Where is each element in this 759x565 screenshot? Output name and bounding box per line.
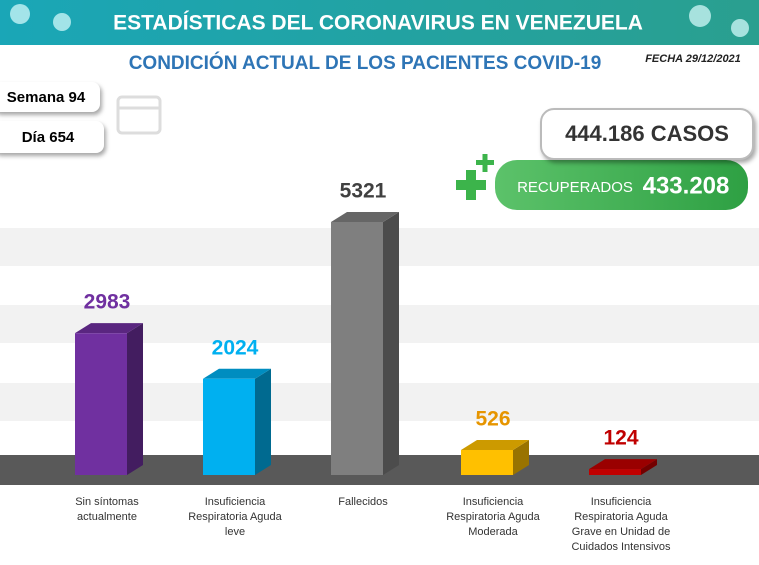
bar-top (589, 459, 657, 470)
bar (331, 222, 383, 475)
value-label: 5321 (340, 180, 387, 203)
subtitle: CONDICIÓN ACTUAL DE LOS PACIENTES COVID-… (129, 52, 602, 74)
bar-top (75, 323, 143, 334)
cases: 444.186 CASOS (565, 121, 729, 146)
value-label: 526 (475, 408, 510, 431)
bar (589, 469, 641, 475)
title: ESTADÍSTICAS DEL CORONAVIRUS EN VENEZUEL… (113, 12, 643, 35)
category-label: Insuficiencia Respiratoria Aguda leve (188, 496, 282, 538)
category-label: Fallecidos (338, 496, 388, 508)
category-label: Insuficiencia Respiratoria Aguda Moderad… (446, 496, 540, 538)
calendar-icon (116, 95, 162, 135)
date: FECHA 29/12/2021 (645, 53, 741, 65)
value-label: 2024 (212, 336, 259, 359)
week: Semana 94 (6, 88, 86, 106)
bar (461, 449, 513, 475)
value-label: 124 (603, 427, 638, 450)
cases-box: 444.186 CASOS (540, 108, 754, 160)
value-label: 2983 (84, 291, 131, 314)
category-label: Insuficiencia Respiratoria Aguda Grave e… (571, 496, 671, 553)
recovered-value: 433.208 (643, 172, 730, 199)
bar-side (641, 459, 657, 475)
bar-side (127, 323, 143, 475)
recovered-label: RECUPERADOS (517, 179, 633, 196)
week-box: Semana 94 (0, 82, 100, 112)
bar-side (513, 439, 529, 475)
bar-top (203, 368, 271, 379)
bar (75, 333, 127, 475)
plus-icon (456, 154, 494, 200)
virus-icons (10, 4, 749, 37)
day: Día 654 (21, 128, 75, 146)
bar-top (331, 212, 399, 222)
bar-side (255, 368, 271, 475)
bar-side (383, 212, 399, 475)
header-band (0, 0, 759, 45)
recovered-pill (495, 160, 748, 210)
bar (203, 378, 255, 475)
bar-top (461, 439, 529, 450)
day-box: Día 654 (0, 121, 104, 153)
category-label: Sin síntomas actualmente (75, 496, 139, 523)
